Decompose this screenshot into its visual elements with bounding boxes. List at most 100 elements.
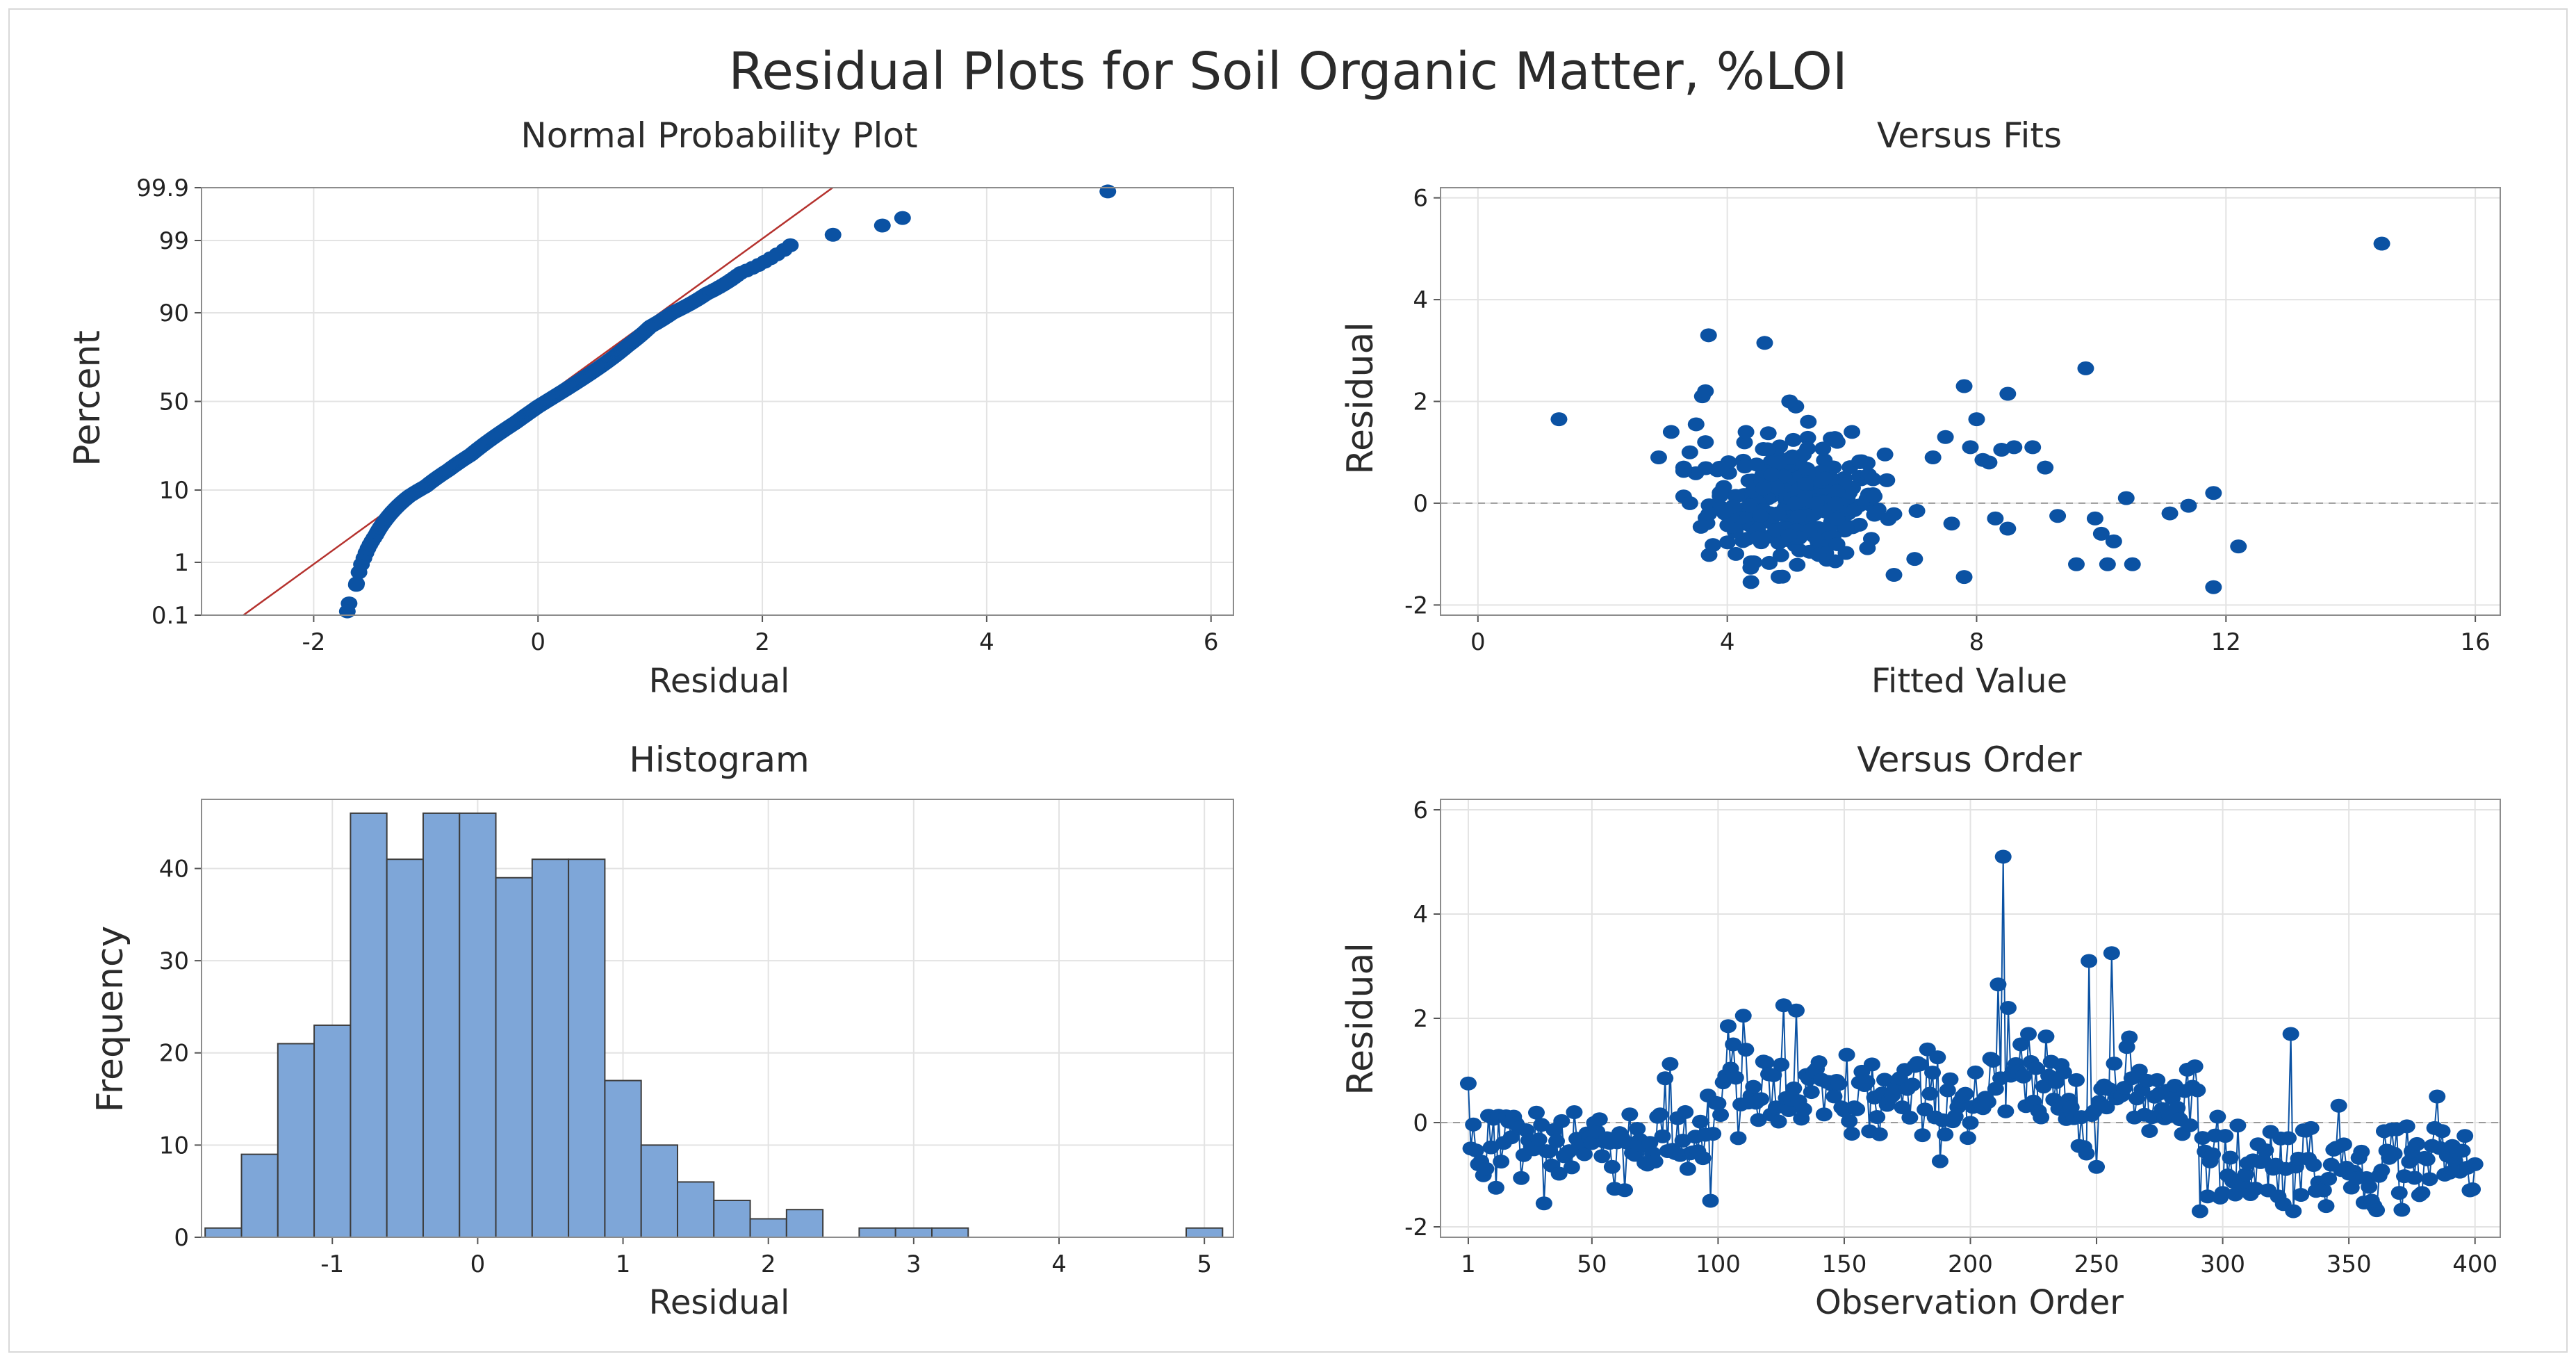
histogram-bar xyxy=(204,1227,243,1238)
histogram-bar xyxy=(785,1209,824,1239)
normal-probability-y-tick-label: 99 xyxy=(159,227,189,255)
versus-order-point xyxy=(1487,1180,1504,1195)
versus-fits-point xyxy=(1828,537,1846,551)
versus-fits-point xyxy=(1955,570,1973,585)
histogram-y-tick-label: 30 xyxy=(159,947,189,975)
versus-order-point xyxy=(1999,1001,2017,1015)
versus-fits-point xyxy=(1807,496,1825,511)
versus-fits-point xyxy=(1864,472,1882,487)
versus-order-point xyxy=(1641,1136,1659,1150)
versus-order-point xyxy=(1550,1166,1568,1181)
histogram-bar xyxy=(894,1227,933,1238)
versus-order-point xyxy=(2421,1172,2438,1187)
versus-fits-point xyxy=(1700,328,1717,343)
versus-order-point xyxy=(2302,1120,2320,1135)
histogram-ylabel: Frequency xyxy=(90,926,131,1113)
versus-fits-point xyxy=(2092,526,2110,541)
versus-fits-point xyxy=(1767,523,1785,538)
versus-order-x-tick-label: 200 xyxy=(1948,1250,1993,1278)
versus-order-point xyxy=(2199,1189,2216,1204)
versus-fits-point xyxy=(2037,460,2054,475)
versus-fits-y-tick-label: 0 xyxy=(1413,490,1428,518)
versus-fits-point xyxy=(1741,498,1759,513)
histogram-x-tick-label: 0 xyxy=(470,1250,486,1278)
versus-order-point xyxy=(1939,1083,1956,1098)
versus-fits-point xyxy=(1775,469,1793,484)
versus-fits-point xyxy=(1772,548,1789,562)
versus-fits-point xyxy=(1724,519,1741,534)
versus-order-point xyxy=(2033,1110,2050,1125)
versus-order-point xyxy=(2103,946,2120,961)
versus-fits-point xyxy=(1885,568,1903,582)
versus-fits-point xyxy=(1786,496,1803,511)
versus-order-point xyxy=(1826,1089,1843,1104)
versus-order-point xyxy=(2194,1131,2211,1146)
versus-order-point xyxy=(2315,1183,2332,1198)
versus-order-point xyxy=(2131,1063,2148,1078)
versus-order-x-tick-label: 300 xyxy=(2200,1250,2245,1278)
versus-fits-point xyxy=(1797,477,1814,491)
versus-order-line xyxy=(1467,856,2476,1213)
versus-order-point xyxy=(2027,1061,2044,1075)
normal-probability-y-tick-label: 0.1 xyxy=(151,602,189,630)
normal-probability-y-tick-label: 50 xyxy=(159,389,189,416)
versus-fits-point xyxy=(1906,552,1923,567)
histogram-y-tick-label: 20 xyxy=(159,1040,189,1068)
versus-fits-point xyxy=(2205,486,2222,500)
versus-fits-point xyxy=(1937,430,1954,444)
versus-order-point xyxy=(2217,1129,2234,1143)
versus-order-point xyxy=(1830,1077,1848,1091)
versus-fits-point xyxy=(2105,534,2122,548)
histogram-y-tick-label: 10 xyxy=(159,1132,189,1159)
versus-order-point xyxy=(1629,1121,1646,1136)
versus-fits-point xyxy=(1799,441,1816,456)
versus-order-point xyxy=(2434,1124,2451,1139)
versus-fits-point xyxy=(2049,509,2067,523)
versus-order-point xyxy=(2229,1118,2247,1133)
versus-order-point xyxy=(1979,1095,1996,1109)
histogram-x-tick-label: 3 xyxy=(906,1250,921,1278)
normal-probability-x-tick-label: 6 xyxy=(1204,628,1219,656)
versus-order-point xyxy=(2141,1124,2158,1139)
versus-order-point xyxy=(1942,1072,1959,1086)
histogram-x-tick-label: -1 xyxy=(320,1250,344,1278)
versus-fits-point xyxy=(1851,454,1869,468)
versus-fits-point xyxy=(1868,505,1885,520)
versus-order-point xyxy=(1513,1171,1530,1185)
histogram-bar xyxy=(422,812,461,1239)
versus-order-point xyxy=(1869,1109,1886,1124)
versus-order-x-tick-label: 400 xyxy=(2452,1250,2497,1278)
versus-order-point xyxy=(2181,1118,2199,1132)
versus-order-x-tick-label: 350 xyxy=(2327,1250,2372,1278)
versus-order-point xyxy=(2401,1155,2418,1169)
versus-order-point xyxy=(1654,1129,1671,1143)
normal-probability-fit-line xyxy=(242,188,835,615)
versus-order-point xyxy=(1785,1081,1803,1095)
versus-order-point xyxy=(1651,1107,1668,1122)
versus-order-point xyxy=(1997,1104,2015,1118)
histogram-bar xyxy=(313,1024,352,1239)
versus-order-x-tick-label: 50 xyxy=(1577,1250,1607,1278)
versus-fits-point xyxy=(1785,432,1802,447)
versus-order-point xyxy=(2169,1100,2186,1115)
versus-fits-y-tick-label: 6 xyxy=(1413,185,1428,213)
versus-order-point xyxy=(1563,1160,1580,1175)
versus-order-point xyxy=(2466,1157,2484,1171)
versus-order-point xyxy=(1894,1100,1911,1115)
versus-order-point xyxy=(1985,1053,2002,1068)
versus-fits-point xyxy=(1781,394,1798,409)
versus-order-point xyxy=(2280,1131,2297,1146)
versus-order-point xyxy=(1674,1133,1691,1148)
versus-order-point xyxy=(2454,1143,2471,1158)
histogram-bar xyxy=(386,858,424,1239)
normal-probability-xlabel: Residual xyxy=(649,662,790,701)
versus-order-plot-area xyxy=(1440,799,2501,1238)
versus-fits-point xyxy=(1980,455,1998,470)
versus-fits-point xyxy=(1736,459,1753,474)
versus-order-point xyxy=(2368,1203,2386,1218)
versus-order-point xyxy=(1719,1019,1737,1034)
versus-fits-point xyxy=(1828,484,1846,499)
versus-order-point xyxy=(1848,1102,1866,1116)
versus-fits-point xyxy=(1761,555,1778,570)
versus-fits-point xyxy=(2099,557,2116,571)
